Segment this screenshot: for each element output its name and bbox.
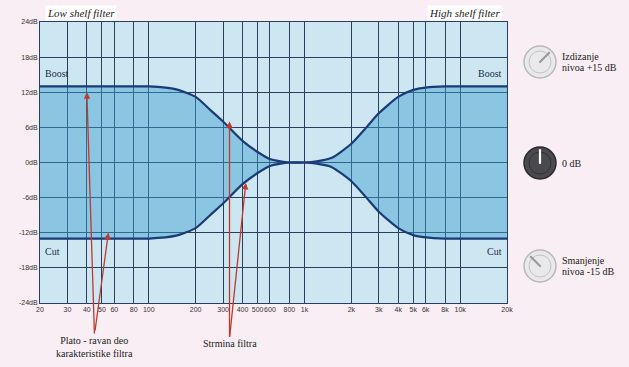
svg-text:1k: 1k [301, 306, 309, 313]
svg-text:600: 600 [264, 306, 276, 313]
svg-text:5k: 5k [410, 306, 418, 313]
svg-text:100: 100 [143, 306, 155, 313]
svg-text:0dB: 0dB [25, 159, 38, 166]
svg-text:200: 200 [190, 306, 202, 313]
svg-text:10k: 10k [454, 306, 466, 313]
svg-text:Strmina filtra: Strmina filtra [203, 338, 257, 349]
svg-text:-6dB: -6dB [23, 194, 38, 201]
svg-text:20k: 20k [501, 306, 513, 313]
svg-text:Cut: Cut [487, 246, 502, 257]
svg-text:High shelf filter: High shelf filter [429, 7, 500, 19]
svg-text:12dB: 12dB [21, 89, 38, 96]
svg-text:500: 500 [252, 306, 264, 313]
svg-text:Boost: Boost [45, 68, 69, 79]
svg-text:0 dB: 0 dB [562, 158, 582, 169]
svg-text:400: 400 [237, 306, 249, 313]
svg-text:3k: 3k [375, 306, 383, 313]
svg-text:Smanjenjenivoa -15 dB: Smanjenjenivoa -15 dB [562, 255, 615, 277]
svg-text:80: 80 [130, 306, 138, 313]
svg-text:-12dB: -12dB [19, 229, 38, 236]
svg-text:60: 60 [110, 306, 118, 313]
svg-text:6k: 6k [422, 306, 430, 313]
svg-text:800: 800 [284, 306, 296, 313]
svg-text:Low shelf filter: Low shelf filter [47, 7, 115, 19]
svg-text:-24dB: -24dB [19, 299, 38, 306]
svg-text:50: 50 [98, 306, 106, 313]
svg-text:Plato - ravan deokarakteristik: Plato - ravan deokarakteristike filtra [56, 335, 133, 359]
svg-text:40: 40 [83, 306, 91, 313]
svg-text:8k: 8k [441, 306, 449, 313]
svg-text:18dB: 18dB [21, 54, 38, 61]
svg-text:Izdizanjenivoa +15 dB: Izdizanjenivoa +15 dB [562, 51, 617, 73]
svg-text:300: 300 [217, 306, 229, 313]
svg-text:2k: 2k [348, 306, 356, 313]
svg-text:30: 30 [64, 306, 72, 313]
svg-text:-18dB: -18dB [19, 264, 38, 271]
svg-text:4k: 4k [394, 306, 402, 313]
svg-text:24dB: 24dB [21, 18, 38, 25]
svg-text:Boost: Boost [478, 68, 502, 79]
svg-text:20: 20 [36, 306, 44, 313]
svg-text:6dB: 6dB [25, 124, 38, 131]
svg-text:Cut: Cut [45, 246, 60, 257]
